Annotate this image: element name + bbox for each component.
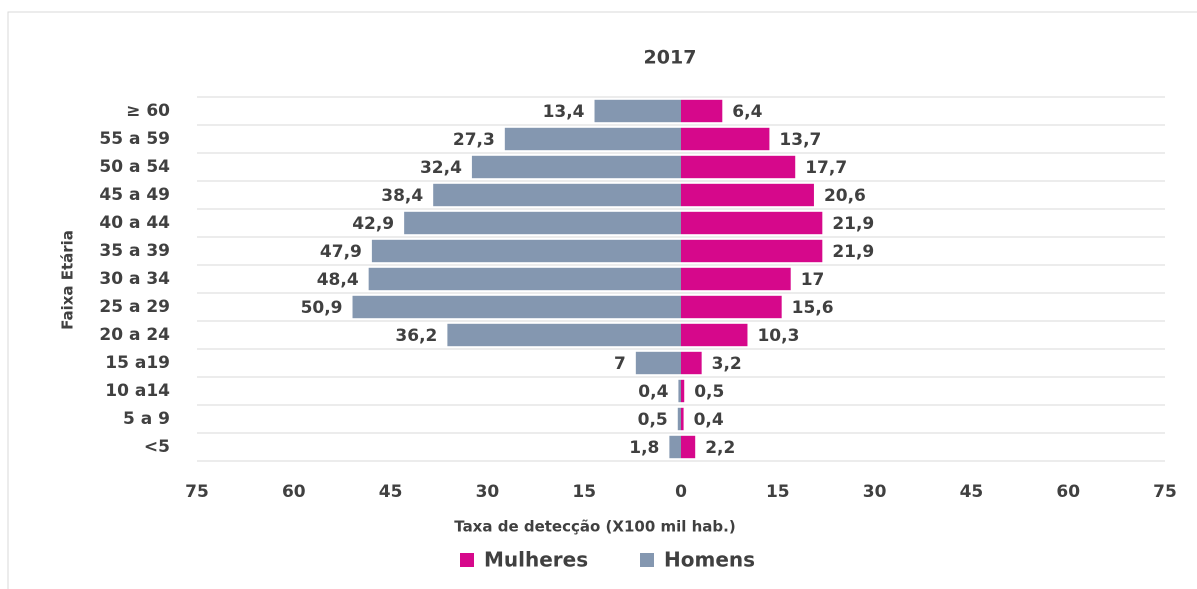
data-label: 32,4 (420, 158, 462, 178)
y-tick-label: 45 a 49 (99, 185, 170, 205)
data-label: 13,4 (543, 102, 585, 122)
bar (669, 435, 681, 459)
data-label: 36,2 (395, 326, 437, 346)
y-tick-label: 25 a 29 (99, 297, 170, 317)
bar (471, 155, 681, 179)
legend-label: Mulheres (484, 548, 588, 572)
bar (681, 239, 823, 263)
y-tick-label: <5 (144, 437, 170, 457)
legend-swatch (460, 553, 474, 567)
y-tick-label: 5 a 9 (123, 409, 170, 429)
chart-title: 2017 (644, 47, 697, 69)
bar (447, 323, 681, 347)
x-tick-label: 75 (1153, 482, 1177, 502)
bar (504, 127, 681, 151)
x-axis-title: Taxa de detecção (X100 mil hab.) (454, 518, 735, 536)
bar (594, 99, 681, 123)
x-tick-label: 30 (863, 482, 887, 502)
data-label: 1,8 (629, 438, 659, 458)
y-tick-label: 40 a 44 (99, 213, 170, 233)
bar (681, 323, 748, 347)
data-label: 20,6 (824, 186, 866, 206)
x-tick-label: 75 (185, 482, 209, 502)
data-label: 0,4 (694, 410, 724, 430)
x-tick-label: 60 (1056, 482, 1080, 502)
data-label: 38,4 (381, 186, 423, 206)
legend-label: Homens (664, 548, 755, 572)
bar (681, 351, 702, 375)
chart-frame (7, 11, 1197, 589)
bar (635, 351, 681, 375)
data-label: 0,5 (638, 410, 668, 430)
data-label: 13,7 (779, 130, 821, 150)
bar (368, 267, 681, 291)
data-label: 6,4 (732, 102, 762, 122)
data-label: 21,9 (832, 214, 874, 234)
data-label: 17 (801, 270, 825, 290)
bar (681, 379, 685, 403)
data-label: 0,5 (694, 382, 724, 402)
bar (681, 267, 791, 291)
x-tick-label: 0 (675, 482, 687, 502)
bar (681, 99, 723, 123)
bar (681, 407, 684, 431)
y-tick-label: 10 a14 (105, 381, 170, 401)
data-label: 48,4 (317, 270, 359, 290)
data-label: 15,6 (792, 298, 834, 318)
y-tick-label: 20 a 24 (99, 325, 170, 345)
y-tick-label: ≥ 60 (126, 101, 170, 121)
data-label: 7 (614, 354, 626, 374)
bar (681, 183, 814, 207)
x-tick-label: 45 (960, 482, 984, 502)
y-tick-label: 15 a19 (105, 353, 170, 373)
data-label: 50,9 (301, 298, 343, 318)
y-tick-label: 55 a 59 (99, 129, 170, 149)
bar (404, 211, 681, 235)
y-tick-label: 50 a 54 (99, 157, 170, 177)
legend-swatch (640, 553, 654, 567)
bar (681, 211, 823, 235)
data-label: 27,3 (453, 130, 495, 150)
data-label: 10,3 (757, 326, 799, 346)
data-label: 0,4 (638, 382, 668, 402)
bar (681, 435, 696, 459)
y-tick-label: 30 a 34 (99, 269, 170, 289)
data-label: 47,9 (320, 242, 362, 262)
data-label: 3,2 (712, 354, 742, 374)
bar (677, 407, 681, 431)
x-tick-label: 15 (572, 482, 596, 502)
data-label: 17,7 (805, 158, 847, 178)
bar (681, 295, 782, 319)
bar (433, 183, 681, 207)
bar (678, 379, 681, 403)
bar (352, 295, 681, 319)
y-axis-title: Faixa Etária (59, 230, 77, 330)
y-tick-label: 35 a 39 (99, 241, 170, 261)
x-tick-label: 60 (282, 482, 306, 502)
data-label: 21,9 (832, 242, 874, 262)
data-label: 42,9 (352, 214, 394, 234)
x-tick-label: 45 (379, 482, 403, 502)
bar (681, 155, 796, 179)
x-tick-label: 15 (766, 482, 790, 502)
bar (371, 239, 681, 263)
data-label: 2,2 (705, 438, 735, 458)
bar (681, 127, 770, 151)
x-tick-label: 30 (476, 482, 500, 502)
